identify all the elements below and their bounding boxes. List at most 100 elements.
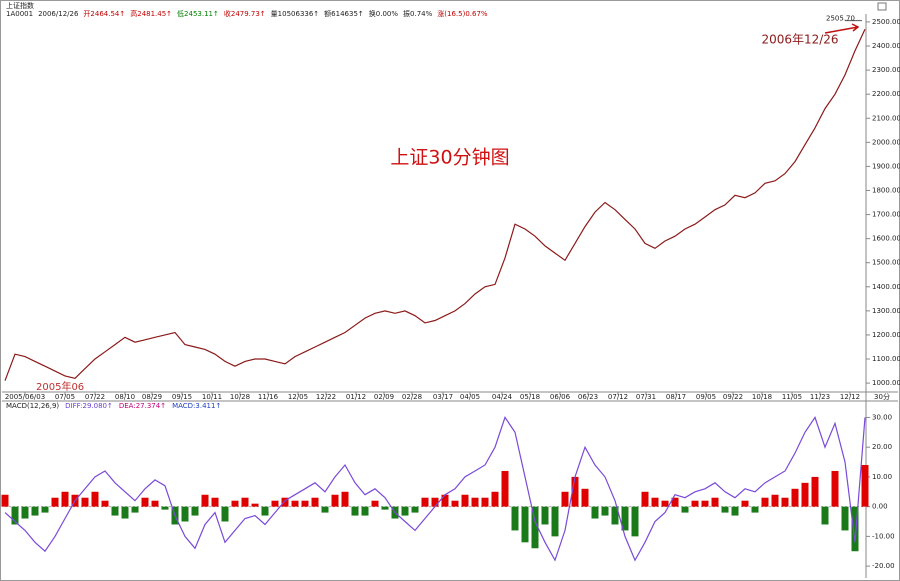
header-info: 量10506336↑ <box>271 10 320 18</box>
x-tick-label: 11/16 <box>258 393 279 401</box>
y-tick-label: 2400.00 <box>872 42 900 50</box>
y-tick-label: 10.00 <box>872 473 892 481</box>
macd-bar <box>261 506 269 516</box>
y-tick-label: 1900.00 <box>872 162 900 170</box>
macd-bar <box>801 482 809 507</box>
macd-bar <box>301 500 309 507</box>
macd-bar <box>701 500 709 507</box>
start-note: 2005年06 <box>36 380 84 393</box>
macd-bar <box>291 500 299 507</box>
macd-bar <box>731 506 739 516</box>
macd-bar <box>61 491 69 507</box>
macd-bar <box>31 506 39 516</box>
macd-bar <box>471 497 479 507</box>
y-tick-label: 20.00 <box>872 443 892 451</box>
macd-bar <box>781 497 789 507</box>
macd-bar <box>591 506 599 519</box>
macd-bar <box>841 506 849 531</box>
macd-bar <box>601 506 609 516</box>
x-tick-label: 12/12 <box>840 393 860 401</box>
macd-bar <box>331 494 339 507</box>
y-tick-label: -20.00 <box>872 562 895 570</box>
x-tick-label: 10/18 <box>752 393 772 401</box>
macd-legend: DIFF:29.080↑ <box>65 402 113 410</box>
macd-bar <box>861 465 869 507</box>
x-tick-label: 06/06 <box>550 393 571 401</box>
macd-bar <box>511 506 519 531</box>
macd-bar <box>51 497 59 507</box>
macd-bar <box>481 497 489 507</box>
y-tick-label: 1400.00 <box>872 283 900 291</box>
macd-bar <box>91 491 99 507</box>
macd-bar <box>271 500 279 507</box>
date-note: 2006年12/26 <box>761 33 838 47</box>
macd-bar <box>111 506 119 516</box>
y-tick-label: 1300.00 <box>872 307 900 315</box>
x-tick-label: 09/15 <box>172 393 192 401</box>
macd-bar <box>681 506 689 513</box>
macd-bar <box>211 497 219 507</box>
header-info: 2006/12/26 <box>38 10 79 18</box>
y-tick-label: 2500.00 <box>872 18 900 26</box>
y-tick-label: -10.00 <box>872 532 895 540</box>
macd-bar <box>831 470 839 507</box>
x-tick-label: 09/05 <box>696 393 716 401</box>
y-tick-label: 2200.00 <box>872 90 900 98</box>
macd-bar <box>811 476 819 507</box>
macd-bar <box>351 506 359 516</box>
y-tick-label: 1800.00 <box>872 186 900 194</box>
macd-bar <box>411 506 419 513</box>
annotation-arrow <box>824 23 860 34</box>
x-tick-label: 07/12 <box>608 393 628 401</box>
price-line <box>4 28 866 381</box>
header-info: 涨(16.5)0.67% <box>437 9 488 18</box>
macd-bar <box>221 506 229 522</box>
peak-label: 2505.70 <box>826 15 855 23</box>
x-tick-label: 2005/06/03 <box>5 393 45 401</box>
macd-bar <box>141 497 149 507</box>
x-tick-label: 10/11 <box>202 393 222 401</box>
macd-bar <box>581 488 589 507</box>
macd-bar <box>231 500 239 507</box>
macd-bar <box>431 497 439 507</box>
diff-line <box>4 416 866 562</box>
macd-bar <box>181 506 189 522</box>
macd-bar <box>671 497 679 507</box>
window-icon[interactable] <box>877 2 887 11</box>
macd-bar <box>501 470 509 507</box>
y-tick-label: 1000.00 <box>872 379 900 387</box>
x-tick-label: 08/17 <box>666 393 686 401</box>
x-tick-label: 07/31 <box>636 393 656 401</box>
header-info: 高2481.45↑ <box>130 9 172 18</box>
macd-bar <box>421 497 429 507</box>
macd-bar <box>311 497 319 507</box>
macd-bar <box>441 494 449 507</box>
header-info: 换0.00% <box>369 9 399 18</box>
x-tick-label: 12/22 <box>316 393 336 401</box>
chart-annotation: 上证30分钟图 <box>390 147 509 169</box>
macd-bar <box>491 491 499 507</box>
x-tick-label: 02/09 <box>374 393 394 401</box>
x-tick-label: 08/10 <box>115 393 135 401</box>
macd-bar <box>661 500 669 507</box>
y-tick-label: 2100.00 <box>872 114 900 122</box>
macd-bar <box>1 494 9 507</box>
x-tick-label: 05/18 <box>520 393 540 401</box>
macd-legend: DEA:27.374↑ <box>119 402 166 410</box>
macd-bar <box>651 497 659 507</box>
macd-bar <box>531 506 539 549</box>
macd-bar <box>561 491 569 507</box>
macd-bar <box>761 497 769 507</box>
x-tick-label: 04/05 <box>460 393 480 401</box>
x-tick-label: 09/22 <box>723 393 743 401</box>
macd-bar <box>611 506 619 525</box>
macd-bar <box>851 506 859 552</box>
y-tick-label: 2000.00 <box>872 138 900 146</box>
macd-bar <box>461 494 469 507</box>
x-tick-label: 02/28 <box>402 393 422 401</box>
header-info: 低2453.11↑ <box>177 9 219 18</box>
macd-bar <box>131 506 139 513</box>
y-tick-label: 1600.00 <box>872 235 900 243</box>
macd-bar <box>711 497 719 507</box>
